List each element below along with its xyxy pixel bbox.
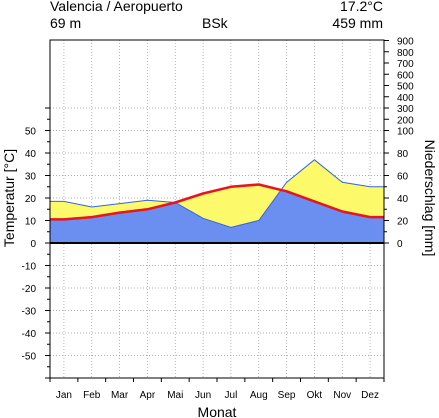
precipitation-tick-label: 100 [397,127,414,138]
temperature-tick-label: 40 [25,149,37,160]
humid-area-overlay [50,184,384,243]
precipitation-tick-label: 800 [397,48,414,59]
tick-labels: 50403020100-10-20-30-40-5090080070060050… [22,37,415,402]
precipitation-tick-label: 700 [397,59,414,70]
precipitation-tick-label: 60 [397,172,409,183]
precipitation-tick-label: 40 [397,194,409,205]
month-label: Mar [111,390,129,401]
month-label: Dez [361,390,379,401]
mean-temperature: 17.2°C [340,0,383,14]
temperature-tick-label: 50 [25,127,37,138]
x-axis-label: Monat [198,404,237,418]
temperature-tick-label: -30 [22,307,37,318]
month-label: Jun [195,390,211,401]
precipitation-tick-label: 600 [397,70,414,81]
temperature-tick-label: -50 [22,352,37,363]
temperature-tick-label: 20 [25,194,37,205]
precipitation-tick-label: 20 [397,217,409,228]
month-label: Jul [225,390,238,401]
month-label: Mai [167,390,183,401]
climate-class: BSk [202,15,228,31]
month-label: Apr [140,390,156,401]
month-label: Feb [83,390,101,401]
precipitation-tick-label: 80 [397,149,409,160]
y-axis-label-precipitation: Niederschlag [mm] [422,140,438,257]
temperature-tick-label: 0 [30,239,36,250]
annual-precipitation: 459 mm [332,15,383,31]
precipitation-tick-label: 900 [397,37,414,48]
precipitation-tick-label: 400 [397,93,414,104]
temperature-tick-label: -10 [22,262,37,273]
temperature-tick-label: -40 [22,329,37,340]
precipitation-tick-label: 200 [397,115,414,126]
temperature-line [50,183,384,221]
y-axis-label-temperature: Temperatur [°C] [1,149,17,247]
month-label: Aug [250,390,268,401]
month-label: Jan [56,390,72,401]
month-label: Sep [278,390,296,401]
precipitation-tick-label: 300 [397,104,414,115]
precipitation-tick-label: 500 [397,82,414,93]
month-label: Okt [307,390,323,401]
precipitation-tick-label: 0 [397,239,403,250]
month-label: Nov [333,390,351,401]
station-elevation: 69 m [50,15,82,31]
area-layer [50,159,384,243]
temperature-tick-label: -20 [22,284,37,295]
station-name: Valencia / Aeropuerto [50,0,183,14]
temperature-tick-label: 10 [25,217,37,228]
temperature-tick-label: 30 [25,172,37,183]
precipitation-line [50,159,384,228]
axes [45,39,389,382]
